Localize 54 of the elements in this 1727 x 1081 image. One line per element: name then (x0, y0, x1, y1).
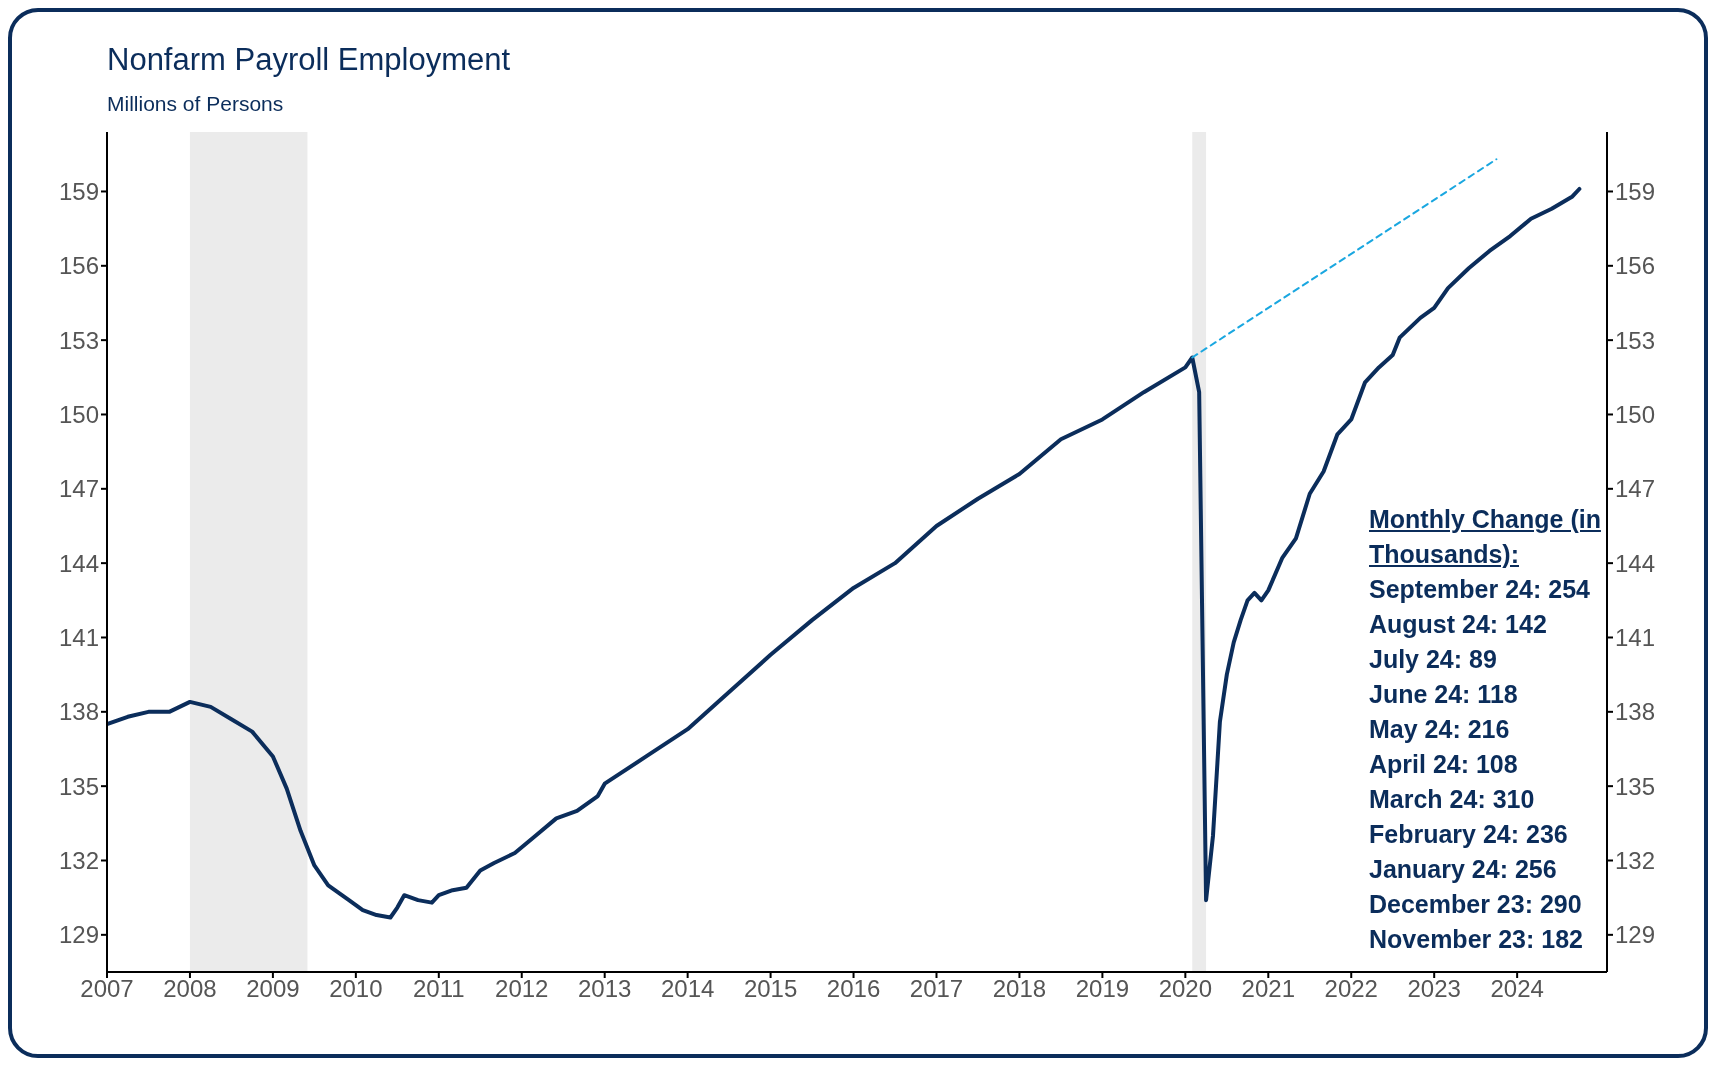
y2-tick-label: 159 (1615, 177, 1656, 205)
y2-tick-label: 144 (1615, 549, 1656, 577)
x-tick-label: 2020 (1158, 975, 1213, 1003)
y-tick-label: 135 (58, 772, 99, 800)
y-tick-label: 159 (58, 177, 99, 205)
x-tick-label: 2012 (495, 975, 549, 1003)
y2-tick-label: 147 (1615, 475, 1656, 503)
x-tick-label: 2014 (660, 975, 715, 1003)
annotation: April 24: 108 (1369, 750, 1518, 778)
x-tick-label: 2013 (578, 975, 632, 1003)
x-tick-label: 2007 (80, 975, 134, 1003)
y-tick-label: 138 (58, 698, 99, 726)
y2-tick-label: 150 (1615, 401, 1656, 428)
y2-tick-label: 156 (1615, 252, 1656, 280)
y-tick-label: 150 (58, 401, 99, 428)
x-tick-label: 2022 (1324, 975, 1378, 1003)
annotation: January 24: 256 (1369, 855, 1557, 883)
y-tick-label: 141 (58, 624, 99, 652)
x-tick-label: 2019 (1075, 975, 1130, 1003)
y2-tick-label: 141 (1615, 624, 1656, 652)
y2-tick-label: 129 (1615, 921, 1656, 949)
annotation: December 23: 290 (1369, 889, 1583, 920)
y-tick-label: 144 (58, 549, 99, 577)
y2-tick-label: 135 (1615, 772, 1656, 800)
y2-tick-label: 138 (1615, 698, 1656, 726)
x-tick-label: 2018 (992, 975, 1047, 1003)
annotation: May 24: 216 (1369, 715, 1510, 743)
x-tick-label: 2017 (909, 975, 964, 1003)
y-tick-label: 156 (58, 252, 99, 280)
y-tick-label: 132 (58, 847, 99, 875)
x-tick-label: 2009 (246, 975, 300, 1003)
x-tick-label: 2016 (826, 975, 881, 1003)
y-tick-label: 147 (58, 475, 99, 503)
annotation: August 24: 142 (1369, 610, 1547, 638)
annotation: November 23: 182 (1369, 925, 1584, 953)
x-tick-label: 2024 (1490, 975, 1544, 1003)
y2-tick-label: 132 (1615, 847, 1656, 875)
annotation: September 24: 254 (1369, 575, 1590, 603)
x-tick-label: 2010 (329, 975, 383, 1003)
x-tick-label: 2008 (163, 975, 217, 1003)
annotation: March 24: 310 (1369, 785, 1535, 813)
x-tick-label: 2021 (1241, 975, 1295, 1003)
x-tick-label: 2023 (1407, 975, 1461, 1003)
y-tick-label: 153 (58, 326, 99, 354)
chart-subtitle: Millions of Persons (107, 92, 284, 116)
y2-tick-label: 153 (1615, 326, 1656, 354)
annotation: Monthly Change (in Thousands): (1369, 505, 1601, 568)
y-tick-label: 129 (58, 921, 99, 949)
annotation: July 24: 89 (1369, 645, 1497, 673)
chart-title: Nonfarm Payroll Employment (107, 42, 511, 78)
x-tick-label: 2015 (743, 975, 798, 1003)
annotation: June 24: 118 (1369, 680, 1518, 708)
x-tick-label: 2011 (412, 975, 465, 1003)
annotation: February 24: 236 (1369, 820, 1568, 848)
